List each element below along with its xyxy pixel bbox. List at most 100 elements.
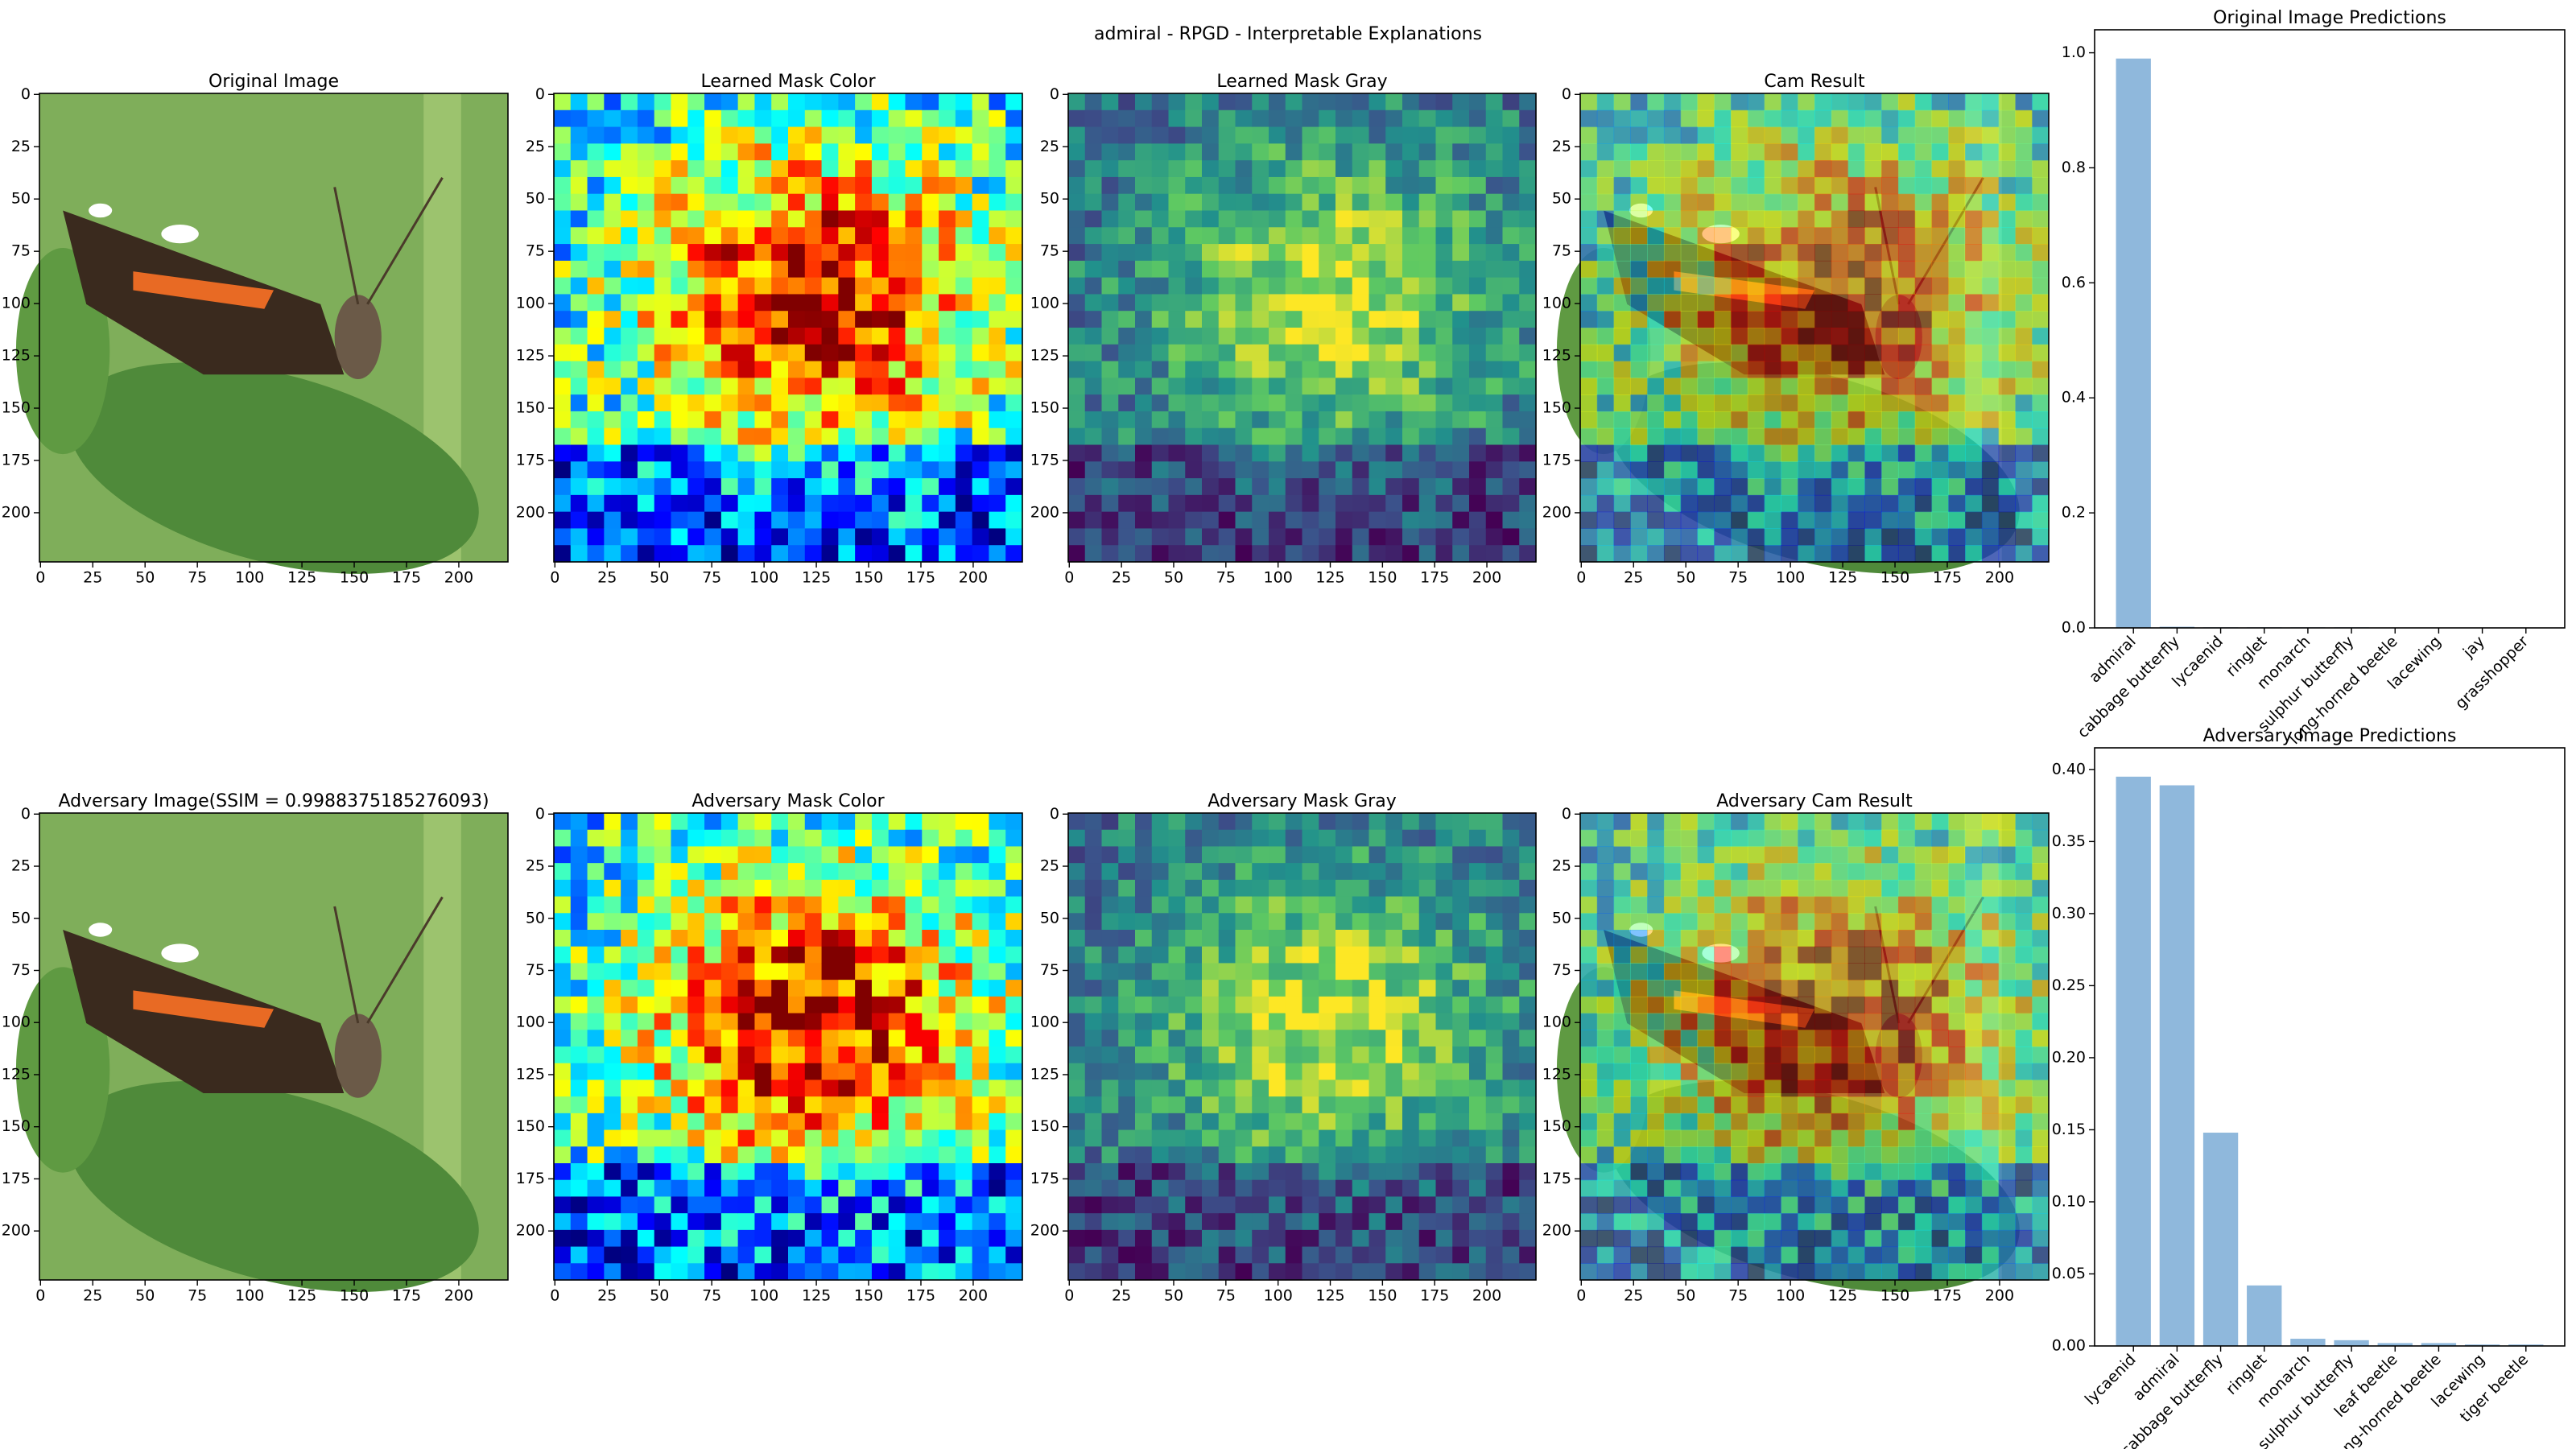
heatmap-cell <box>1502 946 1520 964</box>
heatmap-cell <box>1101 1030 1119 1047</box>
heatmap-cell <box>1469 260 1487 279</box>
y-tick-label: 175 <box>2 451 31 469</box>
heatmap-cell <box>1747 1096 1765 1114</box>
heatmap-cell <box>788 160 806 178</box>
heatmap-cell <box>1485 930 1504 947</box>
heatmap-cell <box>1663 109 1682 128</box>
heatmap-cell <box>1519 109 1537 128</box>
heatmap-cell <box>955 227 973 245</box>
heatmap-cell <box>1897 344 1916 362</box>
heatmap-cell <box>1798 193 1815 212</box>
heatmap-cell <box>1864 93 1882 111</box>
heatmap-cell <box>788 227 806 245</box>
axes-frame <box>2094 29 2566 629</box>
x-tick-label: 125 <box>1315 569 1344 587</box>
heatmap-cell <box>1914 1096 1933 1114</box>
heatmap-cell <box>1731 930 1748 947</box>
heatmap-cell <box>1185 511 1203 530</box>
heatmap-cell <box>1914 444 1933 462</box>
heatmap-cell <box>654 1229 672 1248</box>
heatmap-cell <box>1714 227 1732 245</box>
heatmap-cell <box>922 427 939 446</box>
heatmap-cell <box>1502 528 1520 546</box>
heatmap-cell <box>1814 963 1832 980</box>
heatmap-cell <box>1697 996 1715 1014</box>
heatmap-cell <box>1269 160 1286 178</box>
heatmap-cell <box>922 1163 939 1181</box>
heatmap-cell <box>1965 930 1983 947</box>
heatmap-cell <box>888 1063 906 1081</box>
heatmap-cell <box>704 1196 722 1214</box>
heatmap-cell <box>554 996 572 1014</box>
heatmap-cell <box>554 176 572 195</box>
heatmap-cell <box>871 394 890 412</box>
heatmap-cell <box>1714 328 1732 345</box>
heatmap-cell <box>1202 227 1220 245</box>
heatmap-cell <box>1798 260 1815 279</box>
heatmap-cell <box>1764 1030 1782 1047</box>
heatmap-cell <box>1402 176 1420 195</box>
y-tick-label: 175 <box>1542 451 1571 469</box>
heatmap-cell <box>1135 946 1153 964</box>
heatmap-cell <box>554 109 572 128</box>
heatmap-cell <box>838 1013 856 1030</box>
heatmap-cell <box>1864 1080 1882 1097</box>
heatmap-cell <box>1151 160 1170 178</box>
heatmap-cell <box>1596 311 1615 328</box>
heatmap-cell <box>654 913 672 931</box>
y-tick-label: 50 <box>11 190 31 208</box>
heatmap-cell <box>1663 193 1682 212</box>
heatmap-cell <box>654 980 672 997</box>
heatmap-cell <box>771 1080 789 1097</box>
heatmap-cell <box>1680 863 1699 881</box>
heatmap-cell <box>1697 1113 1715 1131</box>
heatmap-cell <box>754 494 772 513</box>
heatmap-cell <box>905 93 923 111</box>
heatmap-cell <box>637 1113 655 1131</box>
heatmap-cell <box>637 1146 655 1164</box>
heatmap-cell <box>587 1229 605 1248</box>
x-tick-label: 25 <box>597 1287 617 1305</box>
heatmap-cell <box>1252 1063 1269 1081</box>
heatmap-cell <box>1485 461 1504 479</box>
heatmap-cell <box>1368 1096 1386 1114</box>
heatmap-cell <box>838 1063 856 1081</box>
heatmap-cell <box>1781 545 1798 563</box>
y-tick-label: 0.0 <box>2062 619 2086 637</box>
y-tick-label: 25 <box>11 857 31 875</box>
heatmap-cell <box>1385 109 1403 128</box>
heatmap-cell <box>1580 344 1598 362</box>
heatmap-cell <box>1101 1229 1119 1248</box>
heatmap-cell <box>955 1163 973 1181</box>
heatmap-cell <box>1068 427 1086 446</box>
heatmap-cell <box>1881 1013 1899 1030</box>
heatmap-cell <box>1135 1030 1153 1047</box>
heatmap-cell <box>1235 461 1253 479</box>
heatmap-cell <box>704 1179 722 1198</box>
heatmap-cell <box>1948 545 1966 563</box>
heatmap-cell <box>1781 311 1798 328</box>
heatmap-cell <box>1435 1030 1453 1047</box>
heatmap-cell <box>804 143 823 161</box>
heatmap-cell <box>1731 394 1748 412</box>
heatmap-cell <box>1335 328 1353 345</box>
heatmap-cell <box>1580 294 1598 312</box>
heatmap-cell <box>939 1013 956 1030</box>
heatmap-cell <box>570 1063 588 1081</box>
heatmap-cell <box>1881 244 1899 262</box>
heatmap-cell <box>1485 311 1504 328</box>
heatmap-cell <box>1519 996 1537 1014</box>
heatmap-cell <box>855 294 873 312</box>
heatmap-cell <box>989 461 1006 479</box>
heatmap-cell <box>1731 160 1748 178</box>
heatmap-cell <box>1814 846 1832 864</box>
heatmap-cell <box>1252 411 1269 429</box>
heatmap-cell <box>1630 896 1648 914</box>
heatmap-cell <box>922 528 939 546</box>
heatmap-cell <box>1151 1246 1170 1264</box>
heatmap-cell <box>972 1046 990 1064</box>
heatmap-cell <box>1402 444 1420 462</box>
heatmap-cell <box>1897 378 1916 395</box>
heatmap-cell <box>1285 143 1303 161</box>
heatmap-cell <box>554 896 572 914</box>
